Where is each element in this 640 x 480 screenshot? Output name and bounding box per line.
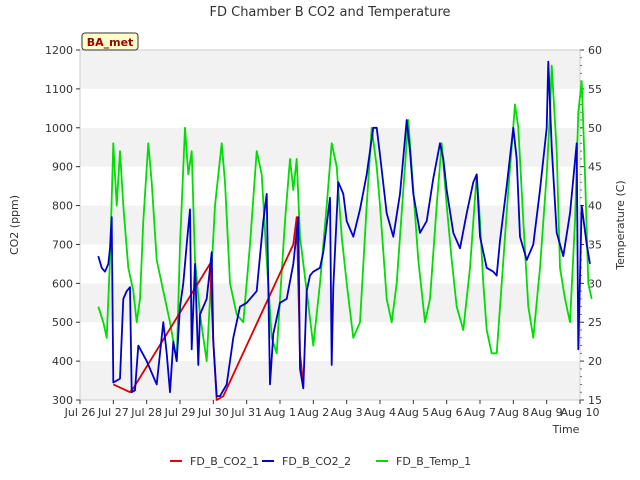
x-axis-label: Time [552, 423, 580, 436]
y-right-tick-label: 20 [588, 355, 602, 368]
legend-entry: FD_B_Temp_1 [396, 455, 471, 468]
x-tick-label: Aug 10 [561, 406, 600, 419]
y-right-tick-label: 30 [588, 277, 602, 290]
y-right-tick-label: 25 [588, 316, 602, 329]
grid-band [80, 361, 580, 400]
x-tick-label: Aug 6 [431, 406, 463, 419]
x-tick-label: Jul 30 [197, 406, 229, 419]
legend: FD_B_CO2_1 FD_B_CO2_2 FD_B_Temp_1 [170, 455, 471, 468]
x-tick-label: Aug 9 [531, 406, 563, 419]
y-right-tick-label: 60 [588, 44, 602, 57]
x-tick-label: Aug 7 [464, 406, 496, 419]
y-right-tick-label: 50 [588, 122, 602, 135]
y-left-tick-label: 1100 [45, 83, 73, 96]
plot-frame [79, 49, 581, 401]
y-left-tick-label: 300 [52, 394, 73, 407]
y-right-tick-label: 35 [588, 238, 602, 251]
x-tick-label: Aug 2 [297, 406, 329, 419]
x-tick-label: Jul 28 [130, 406, 162, 419]
grid-band [80, 88, 580, 128]
y-left-tick-label: 1200 [45, 44, 73, 57]
x-tick-label: Jul 31 [230, 406, 262, 419]
chart-title: FD Chamber B CO2 and Temperature [210, 5, 451, 20]
x-tick-label: Aug 5 [397, 406, 429, 419]
x-tick-label: Jul 29 [164, 406, 196, 419]
y-left-tick-label: 800 [52, 200, 73, 213]
y-left-tick-label: 600 [52, 277, 73, 290]
y-left-tick-label: 400 [52, 355, 73, 368]
y-left-tick-label: 1000 [45, 122, 73, 135]
y-axis-left-label: CO2 (ppm) [8, 195, 21, 255]
series-line-fd-b-co2-2 [97, 60, 591, 398]
site-badge: BA_met [81, 32, 139, 51]
x-tick-label: Aug 8 [497, 406, 529, 419]
x-tick-label: Aug 3 [331, 406, 363, 419]
grid-band [80, 322, 580, 362]
y-right-tick-label: 15 [588, 394, 602, 407]
x-tick-label: Aug 4 [364, 406, 396, 419]
series-line-fd-b-temp-1 [97, 64, 593, 363]
y-right-tick-label: 45 [588, 161, 602, 174]
series-line-fd-b-co2-1 [112, 216, 305, 401]
grid-band [80, 283, 580, 323]
x-tick-label: Aug 1 [264, 406, 296, 419]
y-axis-right-label: Temperature (C) [614, 180, 627, 270]
x-tick-label: Jul 26 [64, 406, 96, 419]
legend-entry: FD_B_CO2_1 [190, 455, 259, 468]
y-left-tick-label: 900 [52, 161, 73, 174]
legend-entry: FD_B_CO2_2 [282, 455, 351, 468]
y-left-tick-label: 500 [52, 316, 73, 329]
site-badge-label: BA_met [87, 36, 134, 49]
grid-band [80, 50, 580, 89]
x-tick-label: Jul 27 [97, 406, 129, 419]
y-right-tick-label: 55 [588, 83, 602, 96]
y-left-tick-label: 700 [52, 238, 73, 251]
y-right-tick-label: 40 [588, 200, 602, 213]
